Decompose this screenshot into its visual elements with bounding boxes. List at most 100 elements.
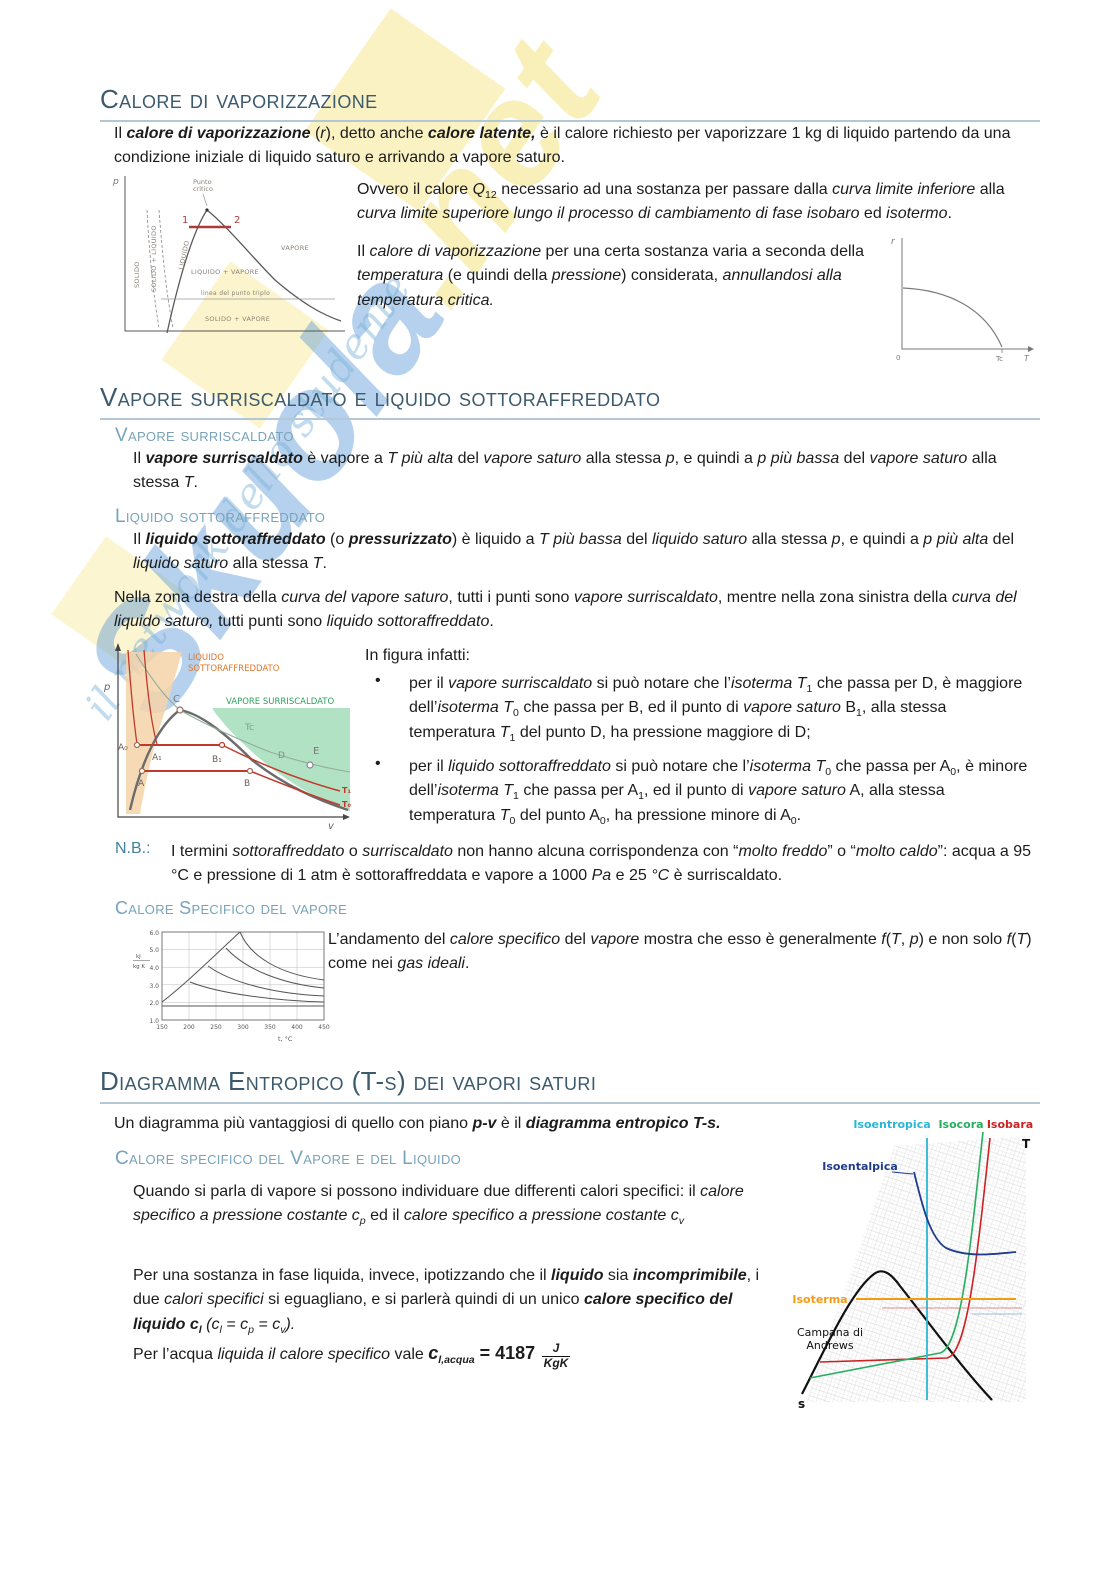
isocora-curve [809, 1131, 984, 1379]
state-point-labels: 1 2 [182, 215, 240, 226]
label-liquido: LIQUIDO [177, 240, 191, 271]
svg-text:200: 200 [183, 1024, 195, 1031]
x-axis-arrow [1028, 346, 1034, 352]
label-region-vapore: VAPORE SURRISCALDATO [226, 697, 334, 707]
axis-label-p: p [103, 682, 110, 693]
label-D: D [278, 751, 285, 761]
label-A1: A₁ [152, 753, 162, 763]
x-axis-label: t, °C [278, 1035, 293, 1043]
svg-text:2: 2 [234, 215, 240, 226]
paragraph-andamento-calore-specifico: L’andamento del calore specifico del vap… [328, 931, 1032, 973]
vapor-chart-mesh [806, 1136, 1026, 1402]
svg-text:2.0: 2.0 [149, 1000, 159, 1007]
subheading-calore-specifico-vapore-liquido: Calore specifico del Vapore e del Liquid… [115, 1148, 462, 1169]
bullet-item-vapore: • per il vapore surriscaldato si può not… [375, 672, 1030, 745]
critical-point-label: Punto critico [193, 178, 213, 207]
label-B1: B₁ [212, 755, 222, 765]
svg-text:kg K: kg K [133, 964, 145, 970]
section-title-diagramma-entropico: Diagramma Entropico (T-s) dei vapori sat… [100, 1066, 1040, 1104]
svg-text:300: 300 [237, 1024, 249, 1031]
subheading-calore-specifico-vapore: Calore Specifico del vapore [115, 898, 348, 918]
svg-text:150: 150 [156, 1024, 168, 1031]
label-A0: A₀ [118, 743, 128, 753]
label-campana-2: Andrews [806, 1339, 854, 1352]
svg-text:5.0: 5.0 [149, 947, 159, 954]
paragraph-liquido-sottoraffreddato: Il liquido sottoraffreddato (o pressuriz… [133, 531, 1015, 573]
label-T0: T₀ [342, 800, 351, 809]
bullet-marker: • [375, 672, 381, 689]
bullet-list: • per il vapore surriscaldato si può not… [375, 672, 1030, 838]
origin-label: 0 [896, 354, 900, 362]
label-campana-1: Campana di [797, 1326, 863, 1339]
label-A: A [138, 779, 145, 789]
point-labels: C A₀ A₁ B₁ A B D E [118, 694, 319, 789]
svg-text:400: 400 [291, 1024, 303, 1031]
label-solido-vapore: SOLIDO + VAPORE [205, 315, 270, 323]
paragraph-vapore-surriscaldato: Il vapore surriscaldato è vapore a T più… [133, 450, 997, 492]
bullet-marker: • [375, 754, 381, 772]
label-region-liquido-2: SOTTORAFFREDDATO [188, 664, 280, 674]
ts-labels: Isoentropica Isocora Isobara Isoentalpic… [792, 1118, 1033, 1410]
figure-pv-phase-diagram: p 1 2 Punto critico SOLIDO SOLIDO + LIQU… [112, 176, 345, 334]
label-Tc: Tc [244, 723, 254, 733]
label-C: C [173, 694, 180, 705]
paragraph-variazione: Il calore di vaporizzazione per una cert… [357, 243, 864, 309]
nota-bene: N.B.: I termini sottoraffreddato o surri… [115, 840, 1043, 889]
label-E: E [313, 746, 319, 757]
svg-text:6.0: 6.0 [149, 930, 159, 937]
paragraph-in-figura: In figura infatti: [365, 647, 470, 664]
state-points [133, 706, 314, 775]
region-labels: LIQUIDO SOTTORAFFREDDATO VAPORE SURRISCA… [188, 653, 334, 707]
r-curve [902, 287, 1003, 348]
axes: p [112, 176, 345, 332]
axis-label-r: r [891, 237, 896, 247]
svg-text:3.0: 3.0 [149, 983, 159, 990]
figure-r-vs-T: r 0 Tc T [891, 237, 1034, 363]
fraction-denominator: KgK [543, 1356, 569, 1370]
grid [162, 932, 324, 1020]
label-isoentalpica: Isoentalpica [822, 1160, 898, 1173]
axis-label-p: p [112, 177, 119, 187]
y-axis-unit: kJ kg K [133, 954, 150, 970]
tc-label: Tc [995, 355, 1003, 363]
paragraph-calore-specifico-acqua: Per l’acqua liquida il calore specifico … [133, 1340, 778, 1371]
svg-text:kJ: kJ [136, 954, 141, 960]
label-solido: SOLIDO [133, 261, 141, 288]
label-liquido-vapore: LIQUIDO + VAPORE [191, 268, 259, 276]
fraction-numerator: J [541, 1341, 571, 1357]
label-B: B [244, 779, 250, 789]
svg-text:450: 450 [318, 1024, 330, 1031]
label-vapore: VAPORE [281, 244, 309, 252]
isotherm-labels: T₁ T₀ Tc [244, 723, 351, 809]
label-isobara: Isobara [987, 1118, 1033, 1131]
label-T1: T₁ [342, 786, 351, 795]
axis-labels: r 0 Tc T [891, 237, 1030, 363]
isoentalpica-curve [913, 1171, 1017, 1256]
critical-point-dot [205, 208, 209, 212]
paragraph-liquido-incomprimibile: Per una sostanza in fase liquida, invece… [133, 1267, 760, 1336]
region-labels: SOLIDO SOLIDO + LIQUIDO LIQUIDO VAPORE L… [133, 225, 309, 323]
plot-frame [161, 931, 325, 1021]
figure-calore-specifico-chart: 6.0 5.0 4.0 3.0 2.0 1.0 kJ kg K 150 200 250 30… [133, 930, 330, 1043]
label-region-liquido-1: LIQUIDO [188, 653, 224, 663]
svg-text:250: 250 [210, 1024, 222, 1031]
svg-text:350: 350 [264, 1024, 276, 1031]
label-isoentropica: Isoentropica [853, 1118, 930, 1131]
label-linea-punto-triplo: linea del punto triplo [201, 290, 270, 297]
axis-label-T: T [1022, 1137, 1031, 1151]
cp-curves [161, 931, 325, 1007]
axes [901, 238, 1030, 350]
region-vapore-surriscaldato [212, 708, 350, 811]
subheading-liquido-sottoraffreddato: Liquido sottoraffreddato [115, 506, 326, 527]
saturation-dome-curve [166, 209, 342, 334]
axis-label-T: T [1024, 354, 1030, 363]
svg-text:4.0: 4.0 [149, 965, 159, 972]
figure-pv-regioni: p v C A₀ A₁ B₁ A B D E [103, 643, 351, 832]
figure-ts-diagram: Isoentropica Isocora Isobara Isoentalpic… [792, 1118, 1033, 1410]
axes [115, 643, 350, 820]
t0-isotherm-right [249, 770, 341, 806]
paragraph-diagramma-intro: Un diagramma più vantaggiosi di quello c… [114, 1115, 721, 1132]
formula-acqua-text: Per l’acqua liquida il calore specifico … [133, 1343, 536, 1367]
liquid-isotherm-curves [127, 649, 158, 745]
bullet-text-liquido: per il liquido sottoraffreddato si può n… [409, 757, 1028, 827]
